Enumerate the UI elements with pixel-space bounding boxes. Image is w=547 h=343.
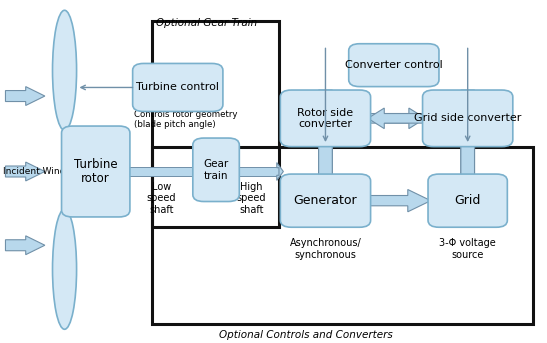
FancyBboxPatch shape (133, 63, 223, 111)
Text: Controls rotor geometry
(blade pitch angle): Controls rotor geometry (blade pitch ang… (134, 110, 237, 129)
Text: Turbine control: Turbine control (136, 82, 219, 93)
Text: Gear
train: Gear train (203, 159, 229, 180)
FancyArrow shape (368, 108, 426, 129)
Bar (127, 167, 279, 176)
FancyArrow shape (5, 162, 45, 181)
FancyArrow shape (277, 163, 283, 180)
FancyArrow shape (5, 87, 45, 106)
Ellipse shape (53, 10, 77, 130)
Text: Optional Controls and Converters: Optional Controls and Converters (219, 330, 393, 340)
Ellipse shape (53, 209, 77, 329)
Text: Turbine
rotor: Turbine rotor (74, 157, 118, 186)
Text: Grid side converter: Grid side converter (414, 113, 521, 123)
Text: Incident Wind: Incident Wind (3, 167, 65, 176)
Text: Rotor side
converter: Rotor side converter (298, 108, 353, 129)
Text: 3-Φ voltage
source: 3-Φ voltage source (439, 238, 496, 260)
Bar (152, 21, 279, 227)
FancyArrow shape (368, 189, 431, 212)
Text: Generator: Generator (294, 194, 357, 207)
FancyArrow shape (455, 90, 480, 227)
Text: Optional Gear Train: Optional Gear Train (156, 18, 257, 28)
FancyArrow shape (5, 236, 45, 255)
Text: Asynchronous/
synchronous: Asynchronous/ synchronous (289, 238, 362, 260)
FancyBboxPatch shape (422, 90, 513, 147)
FancyBboxPatch shape (280, 174, 371, 227)
FancyArrow shape (455, 90, 480, 227)
Text: Low
speed
shaft: Low speed shaft (147, 182, 176, 215)
Bar (152, 147, 533, 324)
Text: Converter control: Converter control (345, 60, 443, 70)
FancyBboxPatch shape (193, 138, 240, 202)
FancyBboxPatch shape (349, 44, 439, 86)
FancyArrow shape (313, 90, 337, 227)
FancyBboxPatch shape (61, 126, 130, 217)
FancyArrow shape (368, 108, 426, 129)
FancyBboxPatch shape (428, 174, 508, 227)
FancyArrow shape (313, 90, 337, 227)
Text: Grid: Grid (455, 194, 481, 207)
Text: High
speed
shaft: High speed shaft (237, 182, 266, 215)
FancyBboxPatch shape (280, 90, 371, 147)
